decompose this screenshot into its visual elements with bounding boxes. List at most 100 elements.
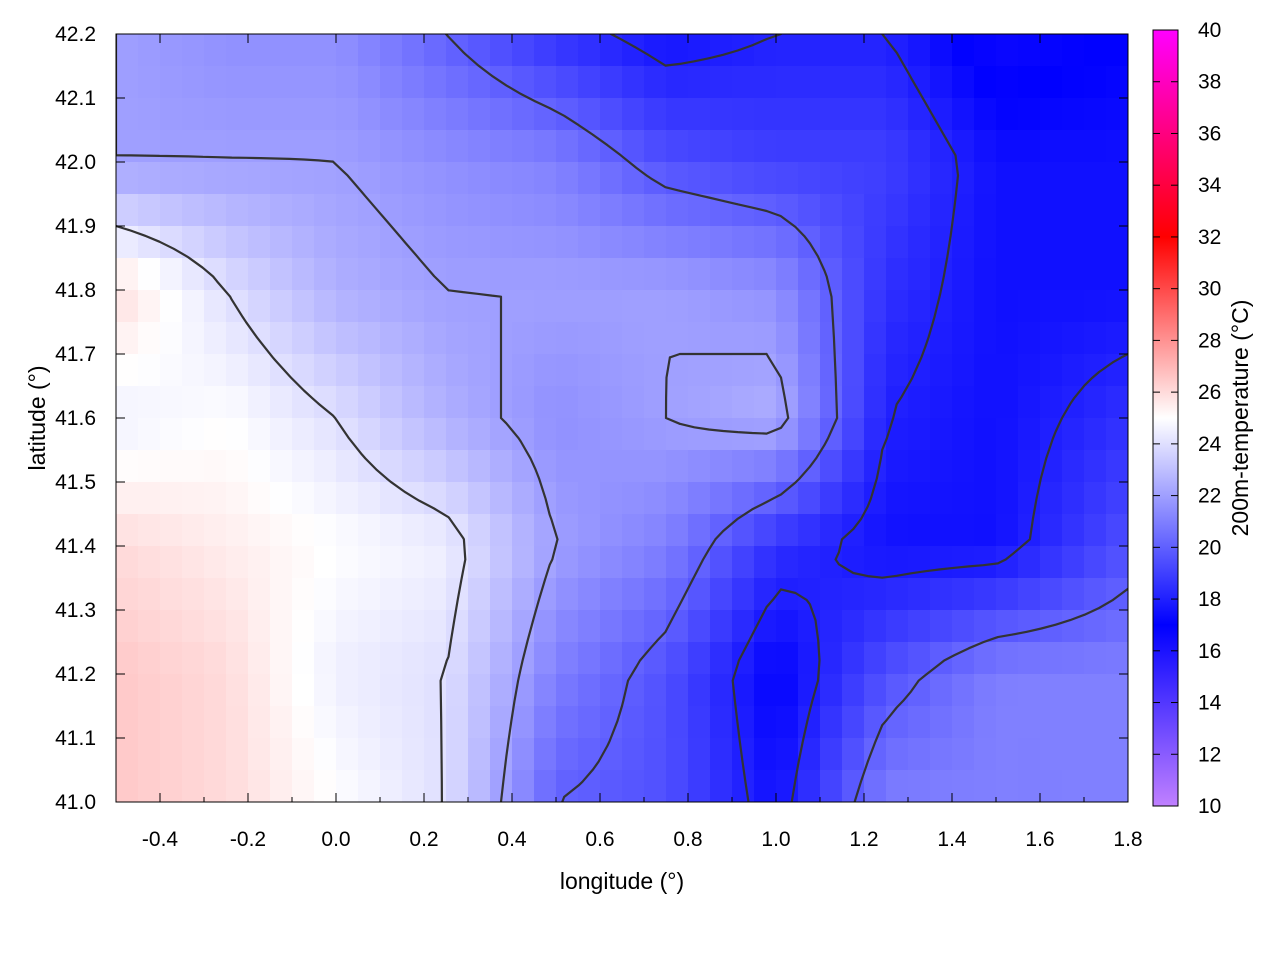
heat-cell bbox=[1106, 546, 1128, 579]
heat-cell bbox=[754, 354, 777, 387]
heat-cell bbox=[270, 482, 293, 515]
heat-cell bbox=[204, 322, 227, 355]
heat-cell bbox=[578, 290, 601, 323]
heat-cell bbox=[424, 418, 447, 451]
heat-cell bbox=[600, 162, 623, 195]
colorbar-tick-label: 34 bbox=[1198, 174, 1222, 197]
heat-cell bbox=[490, 674, 513, 707]
heat-cell bbox=[116, 34, 139, 67]
contour-line bbox=[116, 224, 467, 802]
heat-cell bbox=[468, 706, 491, 739]
heat-cell bbox=[930, 194, 953, 227]
heat-cell bbox=[622, 162, 645, 195]
heat-cell bbox=[182, 706, 205, 739]
heat-cell bbox=[776, 322, 799, 355]
heat-cell bbox=[644, 738, 667, 771]
y-tick-label: 41.8 bbox=[55, 279, 96, 302]
heat-cell bbox=[908, 514, 931, 547]
heat-cell bbox=[1018, 706, 1041, 739]
heat-cell bbox=[996, 450, 1019, 483]
heat-cell bbox=[644, 610, 667, 643]
heat-cell bbox=[710, 546, 733, 579]
heat-cell bbox=[864, 578, 887, 611]
heat-cell bbox=[204, 98, 227, 131]
heat-cell bbox=[424, 514, 447, 547]
heat-cell bbox=[314, 706, 337, 739]
heat-cell bbox=[292, 706, 315, 739]
heat-cell bbox=[116, 514, 139, 547]
heat-cell bbox=[204, 610, 227, 643]
heat-cell bbox=[1062, 226, 1085, 259]
heat-cell bbox=[644, 258, 667, 291]
heat-cell bbox=[1084, 450, 1107, 483]
heat-cell bbox=[732, 578, 755, 611]
heat-cell bbox=[974, 450, 997, 483]
heat-cell bbox=[270, 386, 293, 419]
heat-cell bbox=[446, 34, 469, 67]
heat-cell bbox=[820, 738, 843, 771]
heat-cell bbox=[1084, 66, 1107, 99]
heat-cell bbox=[358, 66, 381, 99]
colorbar-tick-label: 20 bbox=[1198, 536, 1221, 559]
heat-cell bbox=[314, 66, 337, 99]
x-tick-label: 1.8 bbox=[1113, 828, 1142, 851]
y-tick-label: 42.1 bbox=[55, 87, 96, 110]
heat-cell bbox=[1018, 738, 1041, 771]
heat-cell bbox=[798, 706, 821, 739]
heat-cell bbox=[930, 738, 953, 771]
heat-cell bbox=[292, 162, 315, 195]
heat-cell bbox=[622, 770, 645, 802]
heat-cell bbox=[556, 610, 579, 643]
heat-cell bbox=[688, 226, 711, 259]
heat-cell bbox=[336, 290, 359, 323]
heat-cell bbox=[468, 674, 491, 707]
heat-cell bbox=[248, 386, 271, 419]
colorbar-tick-label: 14 bbox=[1198, 692, 1222, 715]
heat-cell bbox=[336, 738, 359, 771]
heat-cell bbox=[160, 738, 183, 771]
heat-cell bbox=[688, 482, 711, 515]
heat-cell bbox=[974, 770, 997, 802]
heat-cell bbox=[182, 386, 205, 419]
heat-cell bbox=[578, 162, 601, 195]
heat-cell bbox=[534, 226, 557, 259]
heat-cell bbox=[710, 226, 733, 259]
colorbar-tick-label: 36 bbox=[1198, 122, 1221, 145]
heat-cell bbox=[138, 770, 161, 802]
heat-cell bbox=[864, 226, 887, 259]
heat-cell bbox=[644, 130, 667, 163]
x-tick-label: -0.4 bbox=[142, 828, 179, 851]
heat-cell bbox=[116, 290, 139, 323]
heat-cell bbox=[908, 642, 931, 675]
heat-cell bbox=[314, 546, 337, 579]
heat-cell bbox=[578, 706, 601, 739]
heat-cell bbox=[710, 418, 733, 451]
heat-cell bbox=[402, 162, 425, 195]
heat-cell bbox=[402, 418, 425, 451]
heat-cell bbox=[996, 706, 1019, 739]
heat-cell bbox=[270, 450, 293, 483]
heat-cell bbox=[776, 34, 799, 67]
heat-cell bbox=[226, 98, 249, 131]
heat-cell bbox=[534, 578, 557, 611]
heat-cell bbox=[424, 706, 447, 739]
x-axis-label: longitude (°) bbox=[560, 868, 684, 894]
heat-cell bbox=[578, 322, 601, 355]
heat-cell bbox=[974, 674, 997, 707]
heat-cell bbox=[160, 770, 183, 802]
x-tick-label: 0.2 bbox=[409, 828, 438, 851]
heat-cell bbox=[864, 130, 887, 163]
heat-cell bbox=[1084, 226, 1107, 259]
heat-cell bbox=[116, 578, 139, 611]
heat-cell bbox=[182, 418, 205, 451]
heat-cell bbox=[908, 674, 931, 707]
heat-cell bbox=[842, 258, 865, 291]
heat-cell bbox=[600, 34, 623, 67]
heat-cell bbox=[424, 66, 447, 99]
heat-cell bbox=[204, 450, 227, 483]
heat-cell bbox=[908, 226, 931, 259]
heat-cell bbox=[1062, 738, 1085, 771]
heat-cell bbox=[996, 514, 1019, 547]
heat-cell bbox=[974, 34, 997, 67]
heat-cell bbox=[688, 386, 711, 419]
